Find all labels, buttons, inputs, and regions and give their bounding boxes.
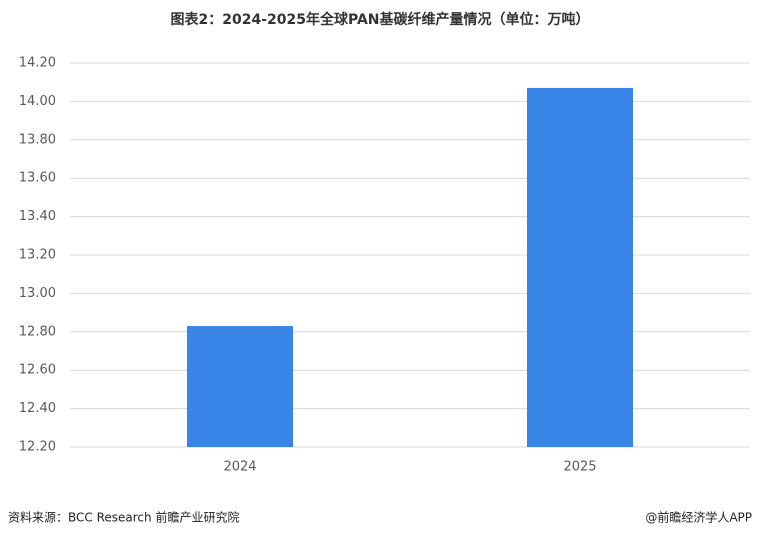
bar [526,87,634,448]
x-tick-label: 2025 [563,460,596,475]
y-tick-label: 13.60 [19,171,56,186]
bar [186,326,294,447]
y-tick-label: 13.40 [19,209,56,224]
x-tick-label: 2024 [223,460,256,475]
y-tick-label: 13.80 [19,132,56,147]
source-note: 资料来源：BCC Research 前瞻产业研究院 [8,510,239,525]
y-tick-label: 14.20 [19,56,56,71]
y-tick-label: 12.40 [19,401,56,416]
chart-title: 图表2：2024-2025年全球PAN基碳纤维产量情况（单位：万吨） [170,11,589,28]
y-tick-label: 13.20 [19,248,56,263]
y-tick-label: 14.00 [19,94,56,109]
credit: @前瞻经济学人APP [645,510,752,525]
y-tick-label: 12.80 [19,324,56,339]
y-tick-label: 13.00 [19,286,56,301]
y-tick-label: 12.60 [19,363,56,378]
y-tick-label: 12.20 [19,440,56,455]
